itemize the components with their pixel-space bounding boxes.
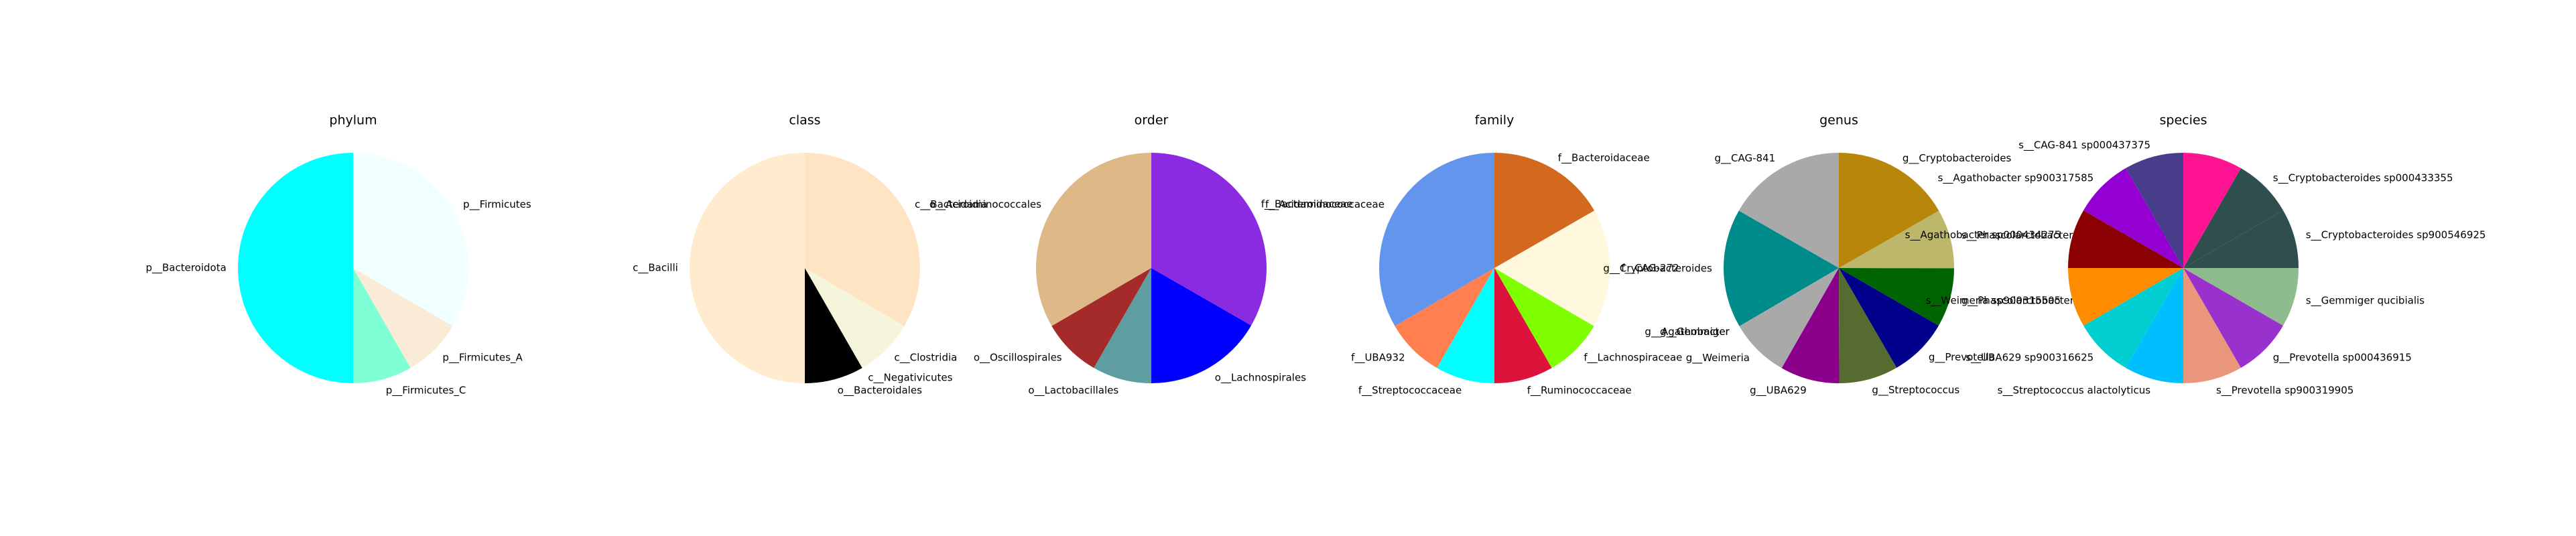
- slice-label: f__CAG-272: [1621, 262, 1679, 275]
- pie-slice: [1035, 153, 1151, 326]
- pie-slice: [353, 268, 411, 383]
- chart-title: phylum: [329, 113, 377, 128]
- pie-slice: [2183, 153, 2241, 268]
- pie-slice: [1781, 268, 1840, 383]
- pie-slice: [805, 153, 921, 326]
- slice-label: g__Cryptobacteroides: [1903, 152, 2012, 165]
- slice-label: g__Agathobacter: [1645, 326, 1730, 338]
- pie-slice: [1051, 268, 1151, 368]
- slice-label: s__Agathobacter sp900317585: [1938, 172, 2094, 185]
- chart-title: genus: [1819, 113, 1858, 128]
- pie-chart-1: phylum p__Bacteroidota p__Firmicutes_C p__F…: [145, 113, 531, 397]
- pie-slice: [2068, 268, 2183, 326]
- pie-chart-4: family f__Acidaminococcaceae f__UBA932 f__S…: [1265, 113, 1682, 397]
- slice-label: s__CAG-841 sp000437375: [2018, 139, 2150, 152]
- pie-chart-3: order o__Acidaminococcales o__Oscillospira…: [929, 113, 1353, 397]
- pie-chart-2: class c__Bacilli o__Bacteroidalesc__Negati…: [633, 113, 987, 397]
- slice-label: g__Prevotella: [1929, 351, 1995, 364]
- pie-slice: [2183, 168, 2283, 268]
- slice-label: p__Firmicutes_C: [386, 384, 466, 397]
- pie-slice: [1839, 268, 1897, 383]
- pie-slice: [1151, 268, 1252, 383]
- slice-label: g__Weimeria: [1686, 352, 1750, 364]
- pie-slice: [1738, 153, 1839, 268]
- slice-label: g__Cryptobacteroides: [1603, 262, 1712, 275]
- pie-slice: [1494, 210, 1610, 326]
- slice-label: o__Bacteroidales: [838, 384, 922, 397]
- pie-slice: [1094, 268, 1151, 383]
- pie-slice: [1739, 268, 1839, 368]
- slice-label: p__Firmicutes_A: [442, 352, 523, 364]
- slice-label: p__Firmicutes: [463, 198, 531, 211]
- chart-title: order: [1135, 113, 1169, 128]
- pie-slice: [1437, 268, 1494, 383]
- slice-label: g__Streptococcus: [1872, 384, 1959, 397]
- slice-label: f__Ruminococcaceae: [1527, 384, 1632, 397]
- chart-title: species: [2160, 113, 2207, 128]
- pie-slice: [353, 268, 453, 368]
- pie-slice: [1839, 153, 1939, 268]
- pie-slice: [2083, 268, 2183, 368]
- slice-label: f__Lachnospiraceae: [1584, 352, 1682, 364]
- pie-slice: [1494, 153, 1595, 268]
- slice-label: c__Clostridia: [894, 352, 957, 364]
- slice-label: s__Weimeria sp900315505: [1926, 294, 2061, 307]
- pie-slice: [2183, 210, 2299, 268]
- slice-label: s__Prevotella sp900319905: [2216, 384, 2354, 397]
- slice-label: c__Negativicutes: [868, 372, 952, 385]
- slice-label: f__Streptococcaceae: [1358, 384, 1462, 397]
- pie-chart-5: genus g__CAG-841 g__Cryptobacteroides g__Ag…: [1603, 113, 2177, 397]
- slice-label: g__Phascolarctobacterium_A: [1961, 295, 2106, 308]
- chart-title: family: [1475, 113, 1515, 128]
- pie-slice: [2183, 268, 2283, 368]
- pie-slice: [1724, 210, 1839, 326]
- slice-label: s__UBA629 sp900316625: [1966, 351, 2094, 364]
- slice-label: s__Cryptobacteroides sp000433355: [2273, 172, 2453, 185]
- chart-title: class: [789, 113, 820, 128]
- pie-slice: [1494, 268, 1594, 368]
- pie-slice: [1839, 210, 1954, 269]
- slice-label: g__CAG-841: [1714, 152, 1775, 165]
- slice-label: f__Bacteroidaceae: [1558, 152, 1650, 165]
- slice-label: c__Bacilli: [633, 262, 678, 275]
- slice-label: g__Gemmiger: [1660, 326, 1730, 338]
- slice-label: g__Prevotella sp000436915: [2273, 351, 2412, 364]
- slice-label: f__Acidaminococcaceae: [1265, 198, 1384, 211]
- slice-label: p__Bacteroidota: [145, 262, 226, 275]
- slice-label: s__Agathobacter sp000434275: [1905, 229, 2061, 242]
- slice-label: s__Gemmiger qucibialis: [2306, 294, 2425, 307]
- pie-slice: [2083, 168, 2183, 268]
- pie-slice: [1395, 268, 1494, 368]
- pie-slice: [2126, 153, 2183, 268]
- pie-slice: [1379, 153, 1494, 326]
- slice-label: o__Lactobacillales: [1028, 384, 1118, 397]
- pie-slice: [2183, 268, 2241, 383]
- slice-label: s__Streptococcus alactolyticus: [1998, 384, 2151, 397]
- pie-slice: [1839, 268, 1939, 368]
- pie-slice: [2068, 210, 2183, 268]
- slice-label: f__Bacteroidaceae: [1261, 198, 1353, 211]
- slice-label: s__Cryptobacteroides sp900546925: [2306, 229, 2486, 242]
- pie-slice: [238, 153, 353, 383]
- pie-slice: [805, 268, 862, 383]
- pie-slice: [2126, 268, 2183, 383]
- pie-slice: [353, 153, 468, 326]
- pie-chart-6: species s__CAG-841 sp000437375 s__Agathoba…: [1905, 113, 2486, 397]
- slice-label: g__UBA629: [1750, 384, 1807, 397]
- pie-slice: [690, 153, 805, 383]
- pie-slice: [1839, 268, 1954, 326]
- pie-slice: [1151, 153, 1267, 326]
- slice-label: f__UBA932: [1351, 352, 1405, 364]
- pie-slice: [2183, 268, 2299, 326]
- slice-label: o__Lachnospirales: [1215, 371, 1306, 384]
- slice-label: o__Acidaminococcales: [929, 198, 1041, 211]
- pie-slice: [805, 268, 905, 368]
- pie-slice: [1494, 268, 1552, 383]
- slice-label: o__Oscillospirales: [974, 352, 1062, 364]
- slice-label: c__Bacteroidia: [915, 198, 987, 211]
